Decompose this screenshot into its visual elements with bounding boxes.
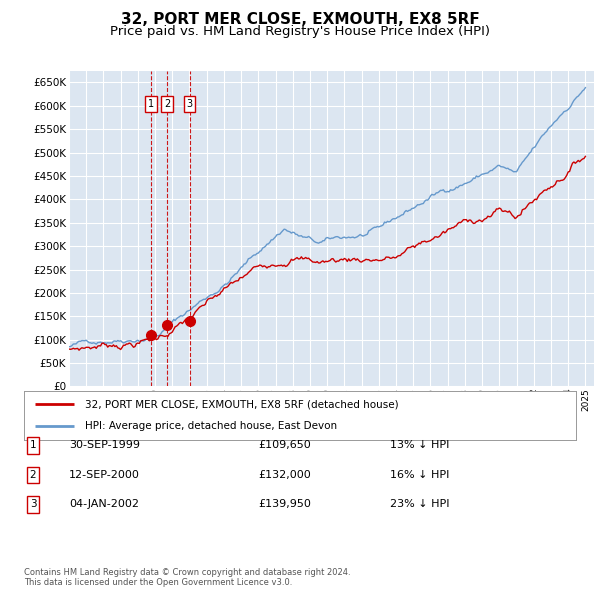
Text: 32, PORT MER CLOSE, EXMOUTH, EX8 5RF (detached house): 32, PORT MER CLOSE, EXMOUTH, EX8 5RF (de… xyxy=(85,399,398,409)
Text: Price paid vs. HM Land Registry's House Price Index (HPI): Price paid vs. HM Land Registry's House … xyxy=(110,25,490,38)
Text: 23% ↓ HPI: 23% ↓ HPI xyxy=(390,500,449,509)
Text: 1: 1 xyxy=(29,441,37,450)
Text: 3: 3 xyxy=(187,99,193,109)
Text: 04-JAN-2002: 04-JAN-2002 xyxy=(69,500,139,509)
Text: 3: 3 xyxy=(29,500,37,509)
Text: £132,000: £132,000 xyxy=(258,470,311,480)
Text: 16% ↓ HPI: 16% ↓ HPI xyxy=(390,470,449,480)
Text: 12-SEP-2000: 12-SEP-2000 xyxy=(69,470,140,480)
Text: HPI: Average price, detached house, East Devon: HPI: Average price, detached house, East… xyxy=(85,421,337,431)
Text: 32, PORT MER CLOSE, EXMOUTH, EX8 5RF: 32, PORT MER CLOSE, EXMOUTH, EX8 5RF xyxy=(121,12,479,27)
Text: Contains HM Land Registry data © Crown copyright and database right 2024.
This d: Contains HM Land Registry data © Crown c… xyxy=(24,568,350,587)
Text: 13% ↓ HPI: 13% ↓ HPI xyxy=(390,441,449,450)
Text: £139,950: £139,950 xyxy=(258,500,311,509)
Text: £109,650: £109,650 xyxy=(258,441,311,450)
Text: 2: 2 xyxy=(164,99,170,109)
Text: 30-SEP-1999: 30-SEP-1999 xyxy=(69,441,140,450)
Text: 1: 1 xyxy=(148,99,154,109)
Text: 2: 2 xyxy=(29,470,37,480)
